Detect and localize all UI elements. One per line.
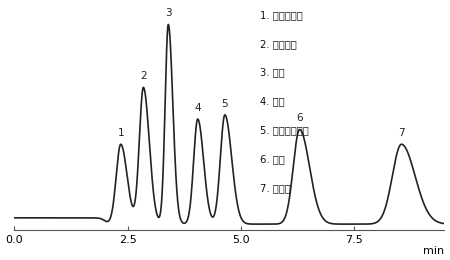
Text: 1. ピルビン酸: 1. ピルビン酸	[260, 10, 302, 20]
Text: 5. プロピオン酸: 5. プロピオン酸	[260, 125, 308, 135]
Text: 6: 6	[296, 113, 303, 123]
Text: 2. こはく酸: 2. こはく酸	[260, 39, 296, 49]
Text: 2: 2	[140, 71, 147, 81]
Text: 4: 4	[194, 103, 201, 113]
Text: 7. 吉草酸: 7. 吉草酸	[260, 183, 290, 193]
Text: min: min	[423, 246, 445, 256]
Text: 3: 3	[165, 8, 171, 18]
Text: 4. 酢酸: 4. 酢酸	[260, 96, 284, 106]
Text: 3. ぎ酸: 3. ぎ酸	[260, 68, 284, 78]
Text: 5: 5	[221, 99, 228, 108]
Text: 7: 7	[398, 128, 405, 138]
Text: 1: 1	[117, 128, 124, 138]
Text: 6. 酪酸: 6. 酪酸	[260, 154, 284, 164]
